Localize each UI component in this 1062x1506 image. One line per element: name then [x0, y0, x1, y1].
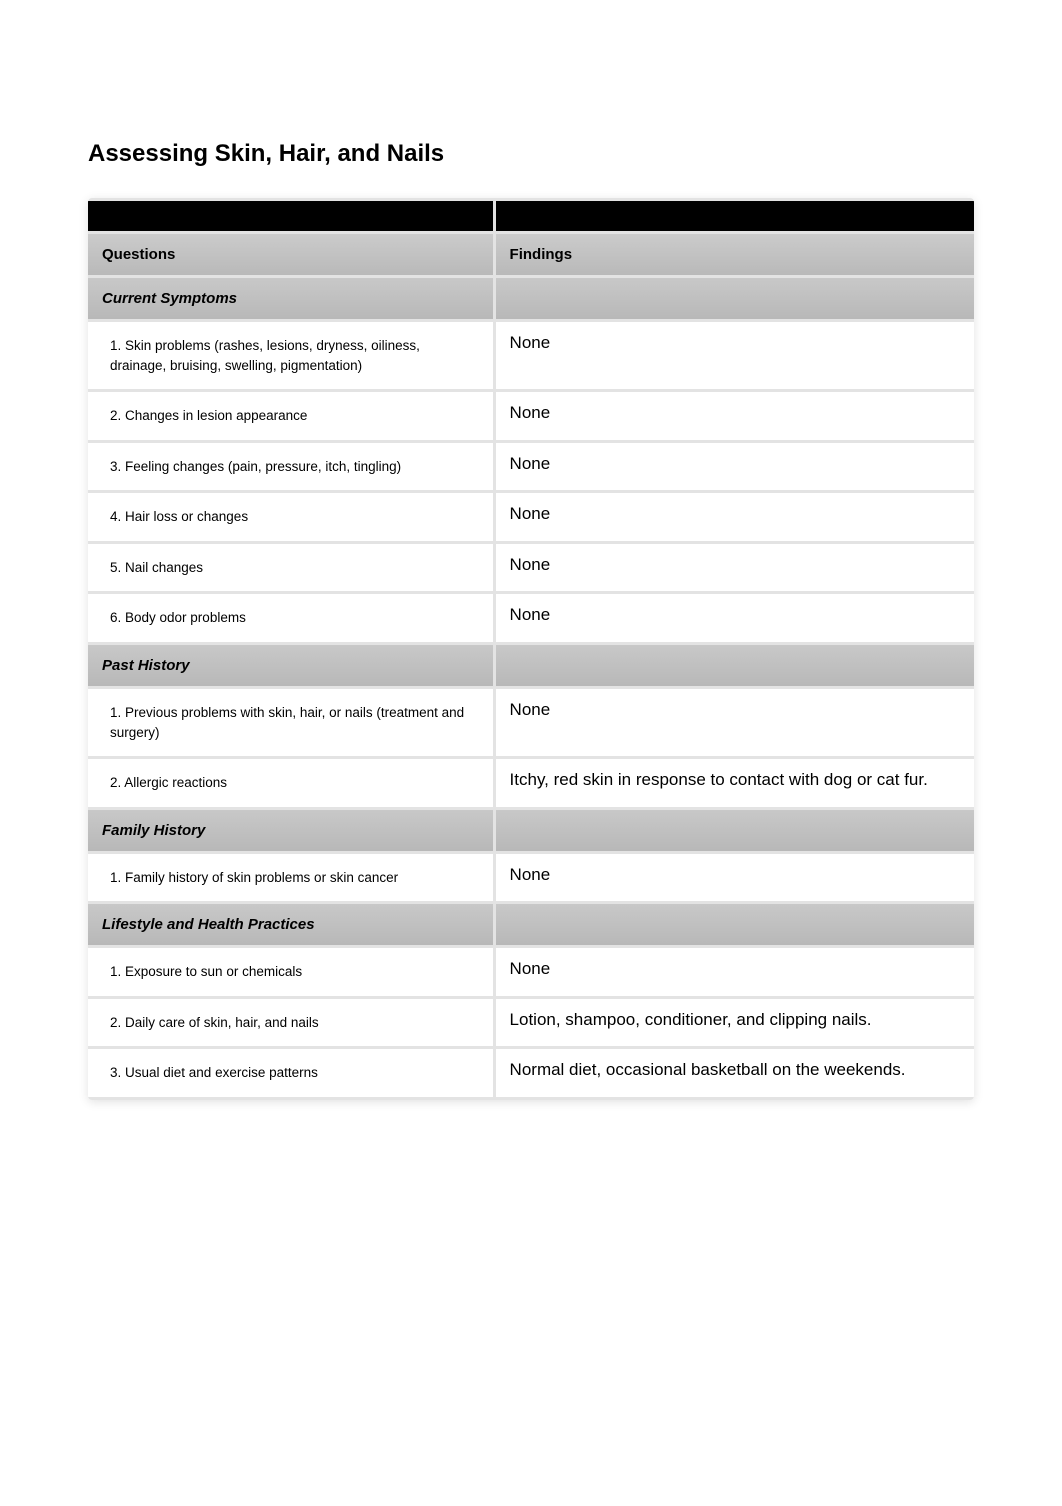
question-cell: 3. Usual diet and exercise patterns — [88, 1049, 496, 1097]
question-cell: 1. Exposure to sun or chemicals — [88, 948, 496, 996]
question-cell: 3. Feeling changes (pain, pressure, itch… — [88, 443, 496, 491]
finding-cell: None — [496, 689, 974, 756]
finding-cell: None — [496, 443, 974, 491]
assessment-table: Questions Findings Current Symptoms1. Sk… — [88, 198, 974, 1100]
finding-cell: Normal diet, occasional basketball on th… — [496, 1049, 974, 1097]
table-row: 2. Changes in lesion appearanceNone — [88, 392, 974, 440]
table-row: 6. Body odor problemsNone — [88, 594, 974, 642]
assessment-table-container: Questions Findings Current Symptoms1. Sk… — [88, 198, 974, 1100]
section-heading-empty — [496, 645, 974, 686]
finding-cell: Lotion, shampoo, conditioner, and clippi… — [496, 999, 974, 1047]
table-row: 1. Family history of skin problems or sk… — [88, 854, 974, 902]
section-heading: Family History — [88, 810, 496, 851]
question-cell: 2. Allergic reactions — [88, 759, 496, 807]
question-cell: 1. Family history of skin problems or sk… — [88, 854, 496, 902]
section-heading: Lifestyle and Health Practices — [88, 904, 496, 945]
finding-cell: None — [496, 544, 974, 592]
black-header-cell-left — [88, 201, 496, 231]
black-header-cell-right — [496, 201, 974, 231]
finding-cell: None — [496, 322, 974, 389]
table-row: 1. Previous problems with skin, hair, or… — [88, 689, 974, 756]
finding-cell: None — [496, 948, 974, 996]
section-heading-empty — [496, 904, 974, 945]
column-header-findings: Findings — [496, 234, 974, 275]
section-heading: Past History — [88, 645, 496, 686]
section-heading-empty — [496, 810, 974, 851]
section-heading-row: Past History — [88, 645, 974, 686]
question-cell: 6. Body odor problems — [88, 594, 496, 642]
table-row: 3. Usual diet and exercise patternsNorma… — [88, 1049, 974, 1097]
table-row: 2. Daily care of skin, hair, and nailsLo… — [88, 999, 974, 1047]
table-row: 1. Skin problems (rashes, lesions, dryne… — [88, 322, 974, 389]
section-heading: Current Symptoms — [88, 278, 496, 319]
finding-cell: None — [496, 854, 974, 902]
finding-cell: None — [496, 493, 974, 541]
section-heading-row: Lifestyle and Health Practices — [88, 904, 974, 945]
section-heading-empty — [496, 278, 974, 319]
question-cell: 1. Previous problems with skin, hair, or… — [88, 689, 496, 756]
section-heading-row: Family History — [88, 810, 974, 851]
column-header-questions: Questions — [88, 234, 496, 275]
finding-cell: None — [496, 392, 974, 440]
table-row: 1. Exposure to sun or chemicalsNone — [88, 948, 974, 996]
table-row: 5. Nail changesNone — [88, 544, 974, 592]
finding-cell: None — [496, 594, 974, 642]
question-cell: 4. Hair loss or changes — [88, 493, 496, 541]
question-cell: 1. Skin problems (rashes, lesions, dryne… — [88, 322, 496, 389]
section-heading-row: Current Symptoms — [88, 278, 974, 319]
question-cell: 5. Nail changes — [88, 544, 496, 592]
page-title: Assessing Skin, Hair, and Nails — [88, 140, 974, 168]
finding-cell: Itchy, red skin in response to contact w… — [496, 759, 974, 807]
table-row: 4. Hair loss or changesNone — [88, 493, 974, 541]
table-row: 2. Allergic reactionsItchy, red skin in … — [88, 759, 974, 807]
question-cell: 2. Daily care of skin, hair, and nails — [88, 999, 496, 1047]
black-header-row — [88, 201, 974, 231]
column-header-row: Questions Findings — [88, 234, 974, 275]
question-cell: 2. Changes in lesion appearance — [88, 392, 496, 440]
table-row: 3. Feeling changes (pain, pressure, itch… — [88, 443, 974, 491]
